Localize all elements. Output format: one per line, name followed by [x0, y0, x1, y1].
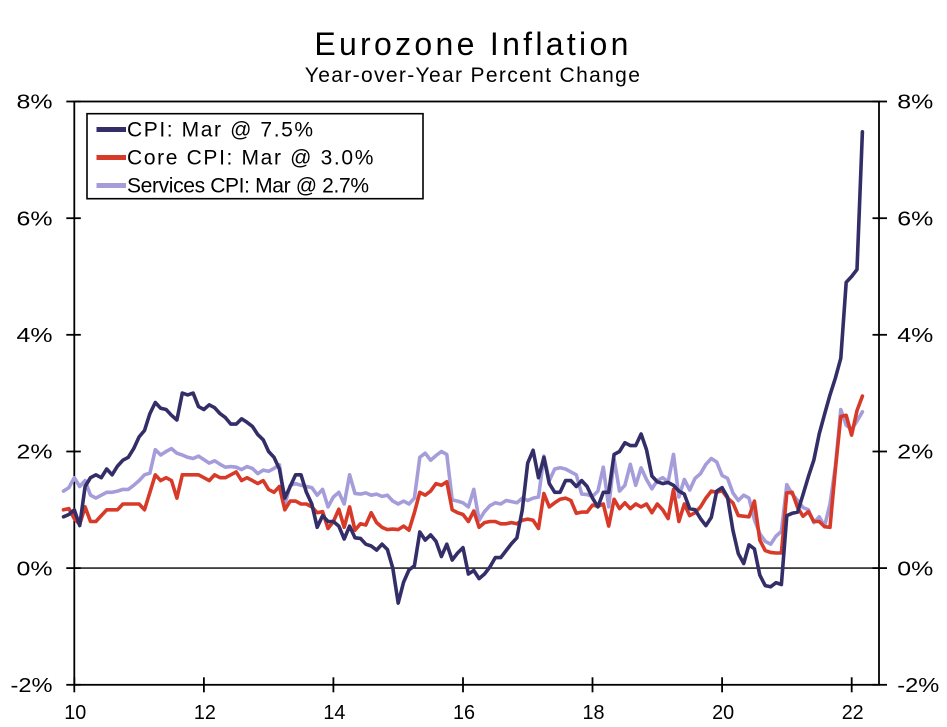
svg-text:16: 16: [453, 702, 475, 724]
svg-text:0%: 0%: [897, 558, 933, 580]
svg-text:8%: 8%: [897, 92, 933, 114]
svg-text:Core CPI: Mar @ 3.0%: Core CPI: Mar @ 3.0%: [127, 147, 375, 170]
svg-text:12: 12: [194, 702, 216, 724]
svg-text:20: 20: [712, 702, 734, 724]
svg-text:6%: 6%: [17, 208, 53, 230]
svg-text:8%: 8%: [17, 92, 53, 114]
svg-text:Services CPI: Mar @ 2.7%: Services CPI: Mar @ 2.7%: [127, 175, 369, 198]
svg-text:6%: 6%: [897, 208, 933, 230]
svg-text:-2%: -2%: [11, 675, 53, 697]
svg-text:Eurozone Inflation: Eurozone Inflation: [314, 26, 631, 62]
svg-text:0%: 0%: [17, 558, 53, 580]
svg-text:4%: 4%: [17, 325, 53, 347]
svg-text:18: 18: [583, 702, 605, 724]
svg-text:10: 10: [64, 702, 86, 724]
svg-text:14: 14: [323, 702, 345, 724]
svg-text:-2%: -2%: [897, 675, 939, 697]
svg-text:Year-over-Year Percent Change: Year-over-Year Percent Change: [305, 64, 641, 87]
svg-text:CPI: Mar @ 7.5%: CPI: Mar @ 7.5%: [127, 119, 315, 142]
svg-text:22: 22: [842, 702, 864, 724]
svg-text:2%: 2%: [897, 442, 933, 464]
svg-text:2%: 2%: [17, 442, 53, 464]
svg-text:4%: 4%: [897, 325, 933, 347]
